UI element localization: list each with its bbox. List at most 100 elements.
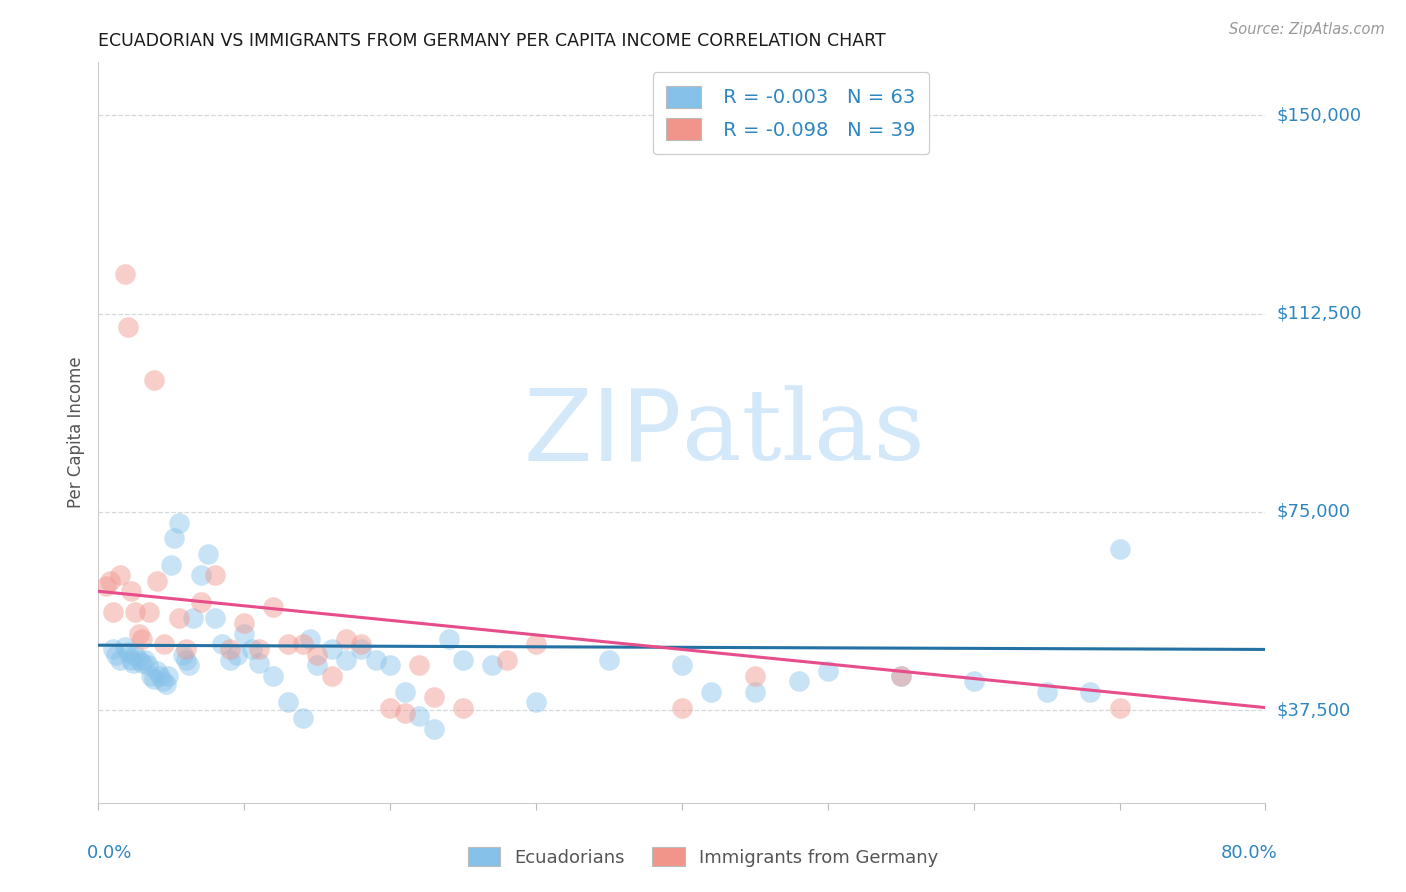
Point bbox=[451, 653, 474, 667]
Point bbox=[263, 600, 285, 615]
Point bbox=[890, 669, 912, 683]
Point bbox=[197, 547, 219, 561]
Text: $112,500: $112,500 bbox=[1277, 305, 1362, 323]
Point bbox=[394, 685, 416, 699]
Point bbox=[671, 658, 693, 673]
Point bbox=[671, 700, 693, 714]
Point bbox=[114, 640, 136, 654]
Point bbox=[153, 637, 176, 651]
Point bbox=[247, 642, 270, 657]
Point bbox=[152, 674, 174, 689]
Point bbox=[218, 642, 240, 657]
Point bbox=[142, 373, 165, 387]
Point bbox=[131, 656, 153, 670]
Point bbox=[247, 656, 270, 670]
Point bbox=[1035, 685, 1057, 699]
Point bbox=[128, 653, 150, 667]
Point bbox=[744, 685, 766, 699]
Point bbox=[423, 722, 446, 736]
Point bbox=[962, 674, 984, 689]
Point bbox=[94, 579, 117, 593]
Point bbox=[149, 669, 172, 683]
Point bbox=[124, 606, 146, 620]
Point bbox=[131, 632, 153, 646]
Point bbox=[174, 653, 197, 667]
Point bbox=[136, 658, 159, 673]
Point bbox=[104, 648, 127, 662]
Point bbox=[291, 711, 314, 725]
Point bbox=[321, 642, 343, 657]
Point bbox=[233, 615, 256, 630]
Point bbox=[101, 606, 124, 620]
Point bbox=[744, 669, 766, 683]
Point bbox=[139, 669, 162, 683]
Text: 80.0%: 80.0% bbox=[1220, 844, 1277, 862]
Legend:  R = -0.003   N = 63,  R = -0.098   N = 39: R = -0.003 N = 63, R = -0.098 N = 39 bbox=[652, 72, 929, 154]
Point bbox=[524, 695, 547, 709]
Point bbox=[134, 653, 156, 667]
Point bbox=[174, 642, 197, 657]
Text: ECUADORIAN VS IMMIGRANTS FROM GERMANY PER CAPITA INCOME CORRELATION CHART: ECUADORIAN VS IMMIGRANTS FROM GERMANY PE… bbox=[98, 32, 886, 50]
Point bbox=[167, 610, 190, 624]
Point bbox=[211, 637, 233, 651]
Legend: Ecuadorians, Immigrants from Germany: Ecuadorians, Immigrants from Germany bbox=[460, 840, 946, 874]
Point bbox=[1080, 685, 1102, 699]
Text: Source: ZipAtlas.com: Source: ZipAtlas.com bbox=[1229, 22, 1385, 37]
Point bbox=[263, 669, 285, 683]
Point bbox=[1108, 541, 1130, 556]
Point bbox=[204, 610, 226, 624]
Point bbox=[190, 568, 212, 582]
Point bbox=[114, 267, 136, 281]
Point bbox=[124, 648, 146, 662]
Point bbox=[335, 632, 357, 646]
Point bbox=[146, 664, 169, 678]
Point bbox=[163, 532, 186, 546]
Point bbox=[423, 690, 446, 704]
Point bbox=[277, 637, 299, 651]
Point bbox=[437, 632, 460, 646]
Point bbox=[128, 626, 150, 640]
Point bbox=[307, 658, 329, 673]
Point bbox=[120, 653, 142, 667]
Point bbox=[350, 642, 373, 657]
Point bbox=[157, 669, 180, 683]
Text: $75,000: $75,000 bbox=[1277, 503, 1351, 521]
Point bbox=[277, 695, 299, 709]
Point bbox=[380, 700, 402, 714]
Text: $37,500: $37,500 bbox=[1277, 701, 1351, 719]
Point bbox=[226, 648, 249, 662]
Point bbox=[408, 658, 430, 673]
Point bbox=[172, 648, 194, 662]
Point bbox=[110, 568, 132, 582]
Point bbox=[496, 653, 519, 667]
Point bbox=[335, 653, 357, 667]
Text: $150,000: $150,000 bbox=[1277, 106, 1361, 124]
Point bbox=[101, 642, 124, 657]
Point bbox=[890, 669, 912, 683]
Text: ZIP: ZIP bbox=[523, 384, 682, 481]
Point bbox=[408, 708, 430, 723]
Point bbox=[177, 658, 200, 673]
Point bbox=[240, 642, 263, 657]
Point bbox=[598, 653, 620, 667]
Point bbox=[98, 574, 121, 588]
Point bbox=[155, 677, 177, 691]
Y-axis label: Per Capita Income: Per Capita Income bbox=[66, 357, 84, 508]
Point bbox=[181, 610, 204, 624]
Point bbox=[481, 658, 503, 673]
Point bbox=[700, 685, 723, 699]
Text: atlas: atlas bbox=[682, 384, 925, 481]
Point bbox=[117, 319, 139, 334]
Point bbox=[233, 626, 256, 640]
Point bbox=[394, 706, 416, 720]
Point bbox=[167, 516, 190, 530]
Point bbox=[110, 653, 132, 667]
Point bbox=[291, 637, 314, 651]
Point bbox=[380, 658, 402, 673]
Point bbox=[160, 558, 183, 572]
Point bbox=[787, 674, 810, 689]
Point bbox=[524, 637, 547, 651]
Point bbox=[307, 648, 329, 662]
Point bbox=[350, 637, 373, 651]
Point bbox=[298, 632, 321, 646]
